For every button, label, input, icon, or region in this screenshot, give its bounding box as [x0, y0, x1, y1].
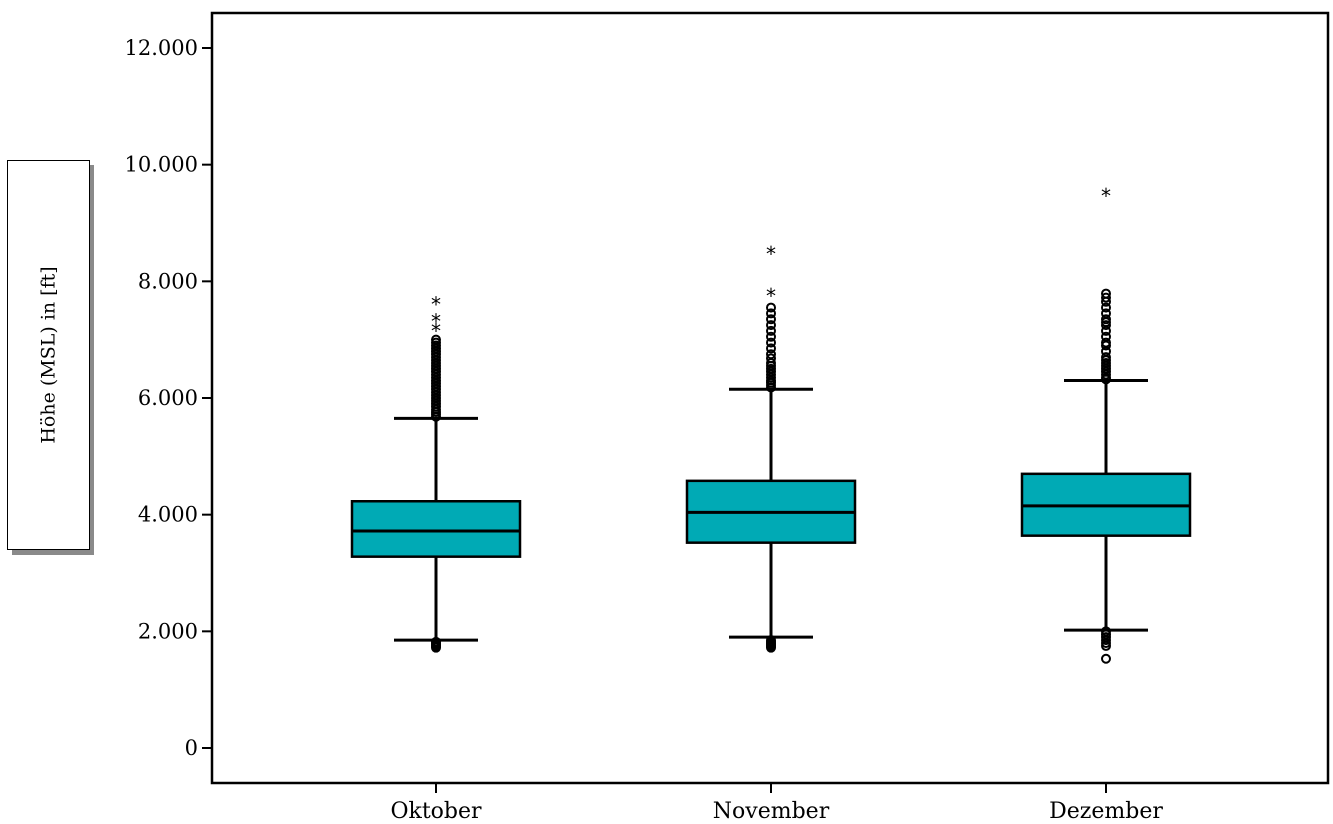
- boxes-layer: *** ***: [350, 184, 1192, 664]
- outlier-point: [1101, 337, 1111, 348]
- outlier-point: [766, 337, 776, 348]
- outlier-point: [1101, 626, 1111, 637]
- outlier-point: [1101, 288, 1111, 299]
- outlier-point: [766, 325, 776, 336]
- outlier-point: [766, 635, 776, 646]
- x-tick-label: November: [713, 799, 830, 824]
- outlier-point: [1101, 292, 1111, 303]
- outlier-point: [431, 334, 441, 345]
- box-oktober: ***: [350, 292, 522, 653]
- outlier-point: [766, 320, 776, 331]
- extreme-point: *: [1101, 184, 1111, 208]
- x-axis: Oktober November Dezember: [390, 783, 1163, 824]
- outlier-point: [766, 331, 776, 342]
- outlier-point: [1101, 302, 1111, 313]
- box-november: **: [685, 242, 857, 653]
- y-axis-label-box: Höhe (MSL) in [ft]: [7, 160, 90, 550]
- outlier-point: [1101, 653, 1111, 664]
- y-tick-label: 4.000: [138, 503, 198, 527]
- outlier-point: [1101, 331, 1111, 342]
- extreme-point: *: [431, 319, 441, 343]
- y-tick-label: 8.000: [138, 269, 198, 293]
- outlier-point: [766, 349, 776, 360]
- y-axis: 0 2.000 4.000 6.000 8.000 10.000 12.000: [125, 36, 212, 760]
- extreme-point: *: [431, 292, 441, 316]
- outlier-point: [1101, 314, 1111, 325]
- extreme-point: *: [766, 284, 776, 308]
- outlier-point: [766, 353, 776, 364]
- x-tick-label: Dezember: [1049, 799, 1163, 824]
- y-tick-label: 2.000: [138, 619, 198, 643]
- extreme-point: *: [766, 242, 776, 266]
- outlier-point: [766, 302, 776, 313]
- y-tick-label: 0: [185, 736, 198, 760]
- box-dezember: *: [1020, 184, 1192, 664]
- extreme-point: *: [431, 309, 441, 333]
- x-tick-label: Oktober: [390, 799, 482, 824]
- iqr-box: [350, 500, 522, 558]
- outlier-point: [431, 636, 441, 647]
- y-tick-label: 12.000: [125, 36, 198, 60]
- outlier-point: [1101, 352, 1111, 363]
- outlier-point: [766, 308, 776, 319]
- outlier-point: [1101, 308, 1111, 319]
- outlier-point: [766, 343, 776, 354]
- outlier-point: [766, 314, 776, 325]
- y-tick-label: 10.000: [125, 153, 198, 177]
- y-tick-label: 6.000: [138, 386, 198, 410]
